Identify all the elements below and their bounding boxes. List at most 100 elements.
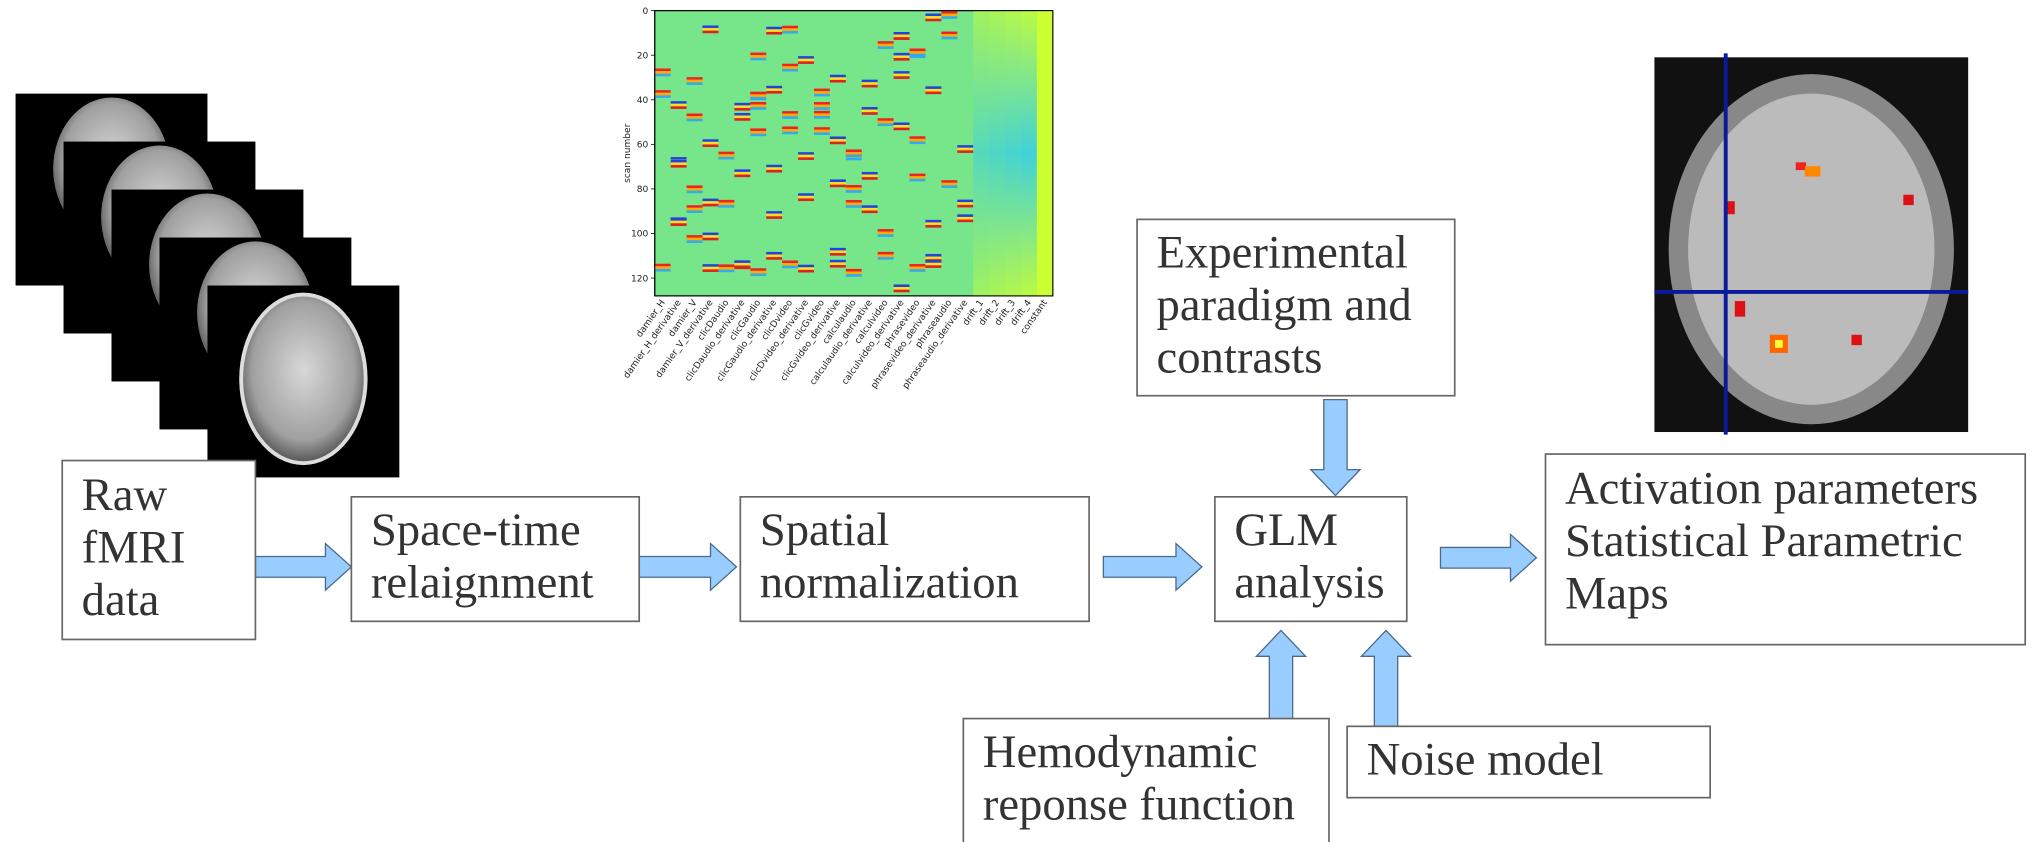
matrix-cell: [957, 220, 973, 223]
matrix-cell: [941, 11, 957, 14]
matrix-cell: [957, 205, 973, 208]
matrix-cell: [830, 142, 846, 145]
matrix-cell: [703, 267, 719, 270]
matrix-cell: [957, 214, 973, 217]
y-tick-label: 0: [642, 7, 648, 17]
matrix-cell: [734, 260, 750, 263]
matrix-cell: [814, 130, 830, 133]
matrix-cell: [957, 148, 973, 151]
matrix-cell: [878, 118, 894, 121]
matrix-cell: [941, 185, 957, 188]
node-label: Spatial: [760, 504, 890, 556]
matrix-cell: [910, 269, 926, 272]
matrix-cell: [925, 92, 941, 95]
matrix-cell: [957, 145, 973, 148]
matrix-cell: [925, 86, 941, 89]
y-tick-label: 20: [637, 51, 649, 61]
matrix-cell: [718, 267, 734, 270]
matrix-cell: [782, 260, 798, 263]
diagram: 020406080100120scan numberdamier_Hdamier…: [0, 0, 2033, 842]
node-label: Experimental: [1157, 227, 1408, 279]
matrix-cell: [925, 89, 941, 92]
matrix-cell: [846, 185, 862, 188]
matrix-cell: [925, 260, 941, 263]
activation-map: [1654, 53, 1968, 434]
matrix-cell: [734, 103, 750, 106]
matrix-cell: [687, 77, 703, 80]
matrix-cell: [782, 69, 798, 72]
matrix-cell: [814, 107, 830, 110]
matrix-cell: [878, 257, 894, 260]
matrix-cell: [925, 265, 941, 268]
matrix-cell: [766, 88, 782, 91]
matrix-cell: [814, 111, 830, 114]
matrix-cell: [671, 104, 687, 107]
node: Space-timerelaignment: [351, 497, 639, 621]
matrix-cell: [814, 127, 830, 130]
matrix-cell: [862, 80, 878, 83]
matrix-cell: [830, 248, 846, 251]
node-label: paradigm and: [1157, 279, 1412, 331]
matrix-cell: [655, 90, 671, 93]
matrix-cell: [655, 95, 671, 98]
matrix-cell: [830, 250, 846, 253]
y-tick-label: 60: [637, 141, 649, 151]
matrix-cell: [703, 201, 719, 204]
matrix-cell: [750, 55, 766, 58]
matrix-cell: [798, 59, 814, 62]
node-label: data: [82, 574, 160, 626]
arrow: [639, 544, 736, 591]
matrix-cell: [798, 196, 814, 199]
matrix-cell: [671, 221, 687, 224]
matrix-cell: [655, 69, 671, 72]
matrix-cell: [862, 110, 878, 113]
matrix-cell: [782, 263, 798, 266]
matrix-cell: [782, 31, 798, 34]
matrix-cell: [878, 232, 894, 235]
matrix-cell: [830, 265, 846, 268]
matrix-cell: [798, 270, 814, 273]
matrix-cell: [687, 208, 703, 211]
matrix-cell: [941, 14, 957, 17]
matrix-cell: [846, 188, 862, 191]
matrix-cell: [718, 157, 734, 160]
matrix-cell: [862, 177, 878, 180]
node-label: Hemodynamic: [983, 726, 1258, 778]
matrix-cell: [750, 107, 766, 110]
matrix-cell: [687, 116, 703, 119]
matrix-cell: [750, 131, 766, 134]
matrix-cell: [830, 253, 846, 256]
matrix-cell: [830, 80, 846, 83]
matrix-cell: [894, 128, 910, 131]
matrix-cell: [894, 125, 910, 128]
matrix-cell: [798, 155, 814, 158]
matrix-cell: [941, 16, 957, 19]
y-tick-label: 100: [631, 230, 649, 240]
matrix-cell: [941, 37, 957, 40]
matrix-cell: [910, 267, 926, 270]
matrix-cell: [703, 144, 719, 147]
matrix-cell: [798, 56, 814, 59]
matrix-cell: [703, 142, 719, 145]
matrix-cell: [687, 238, 703, 241]
matrix-cell: [655, 269, 671, 272]
matrix-cell: [687, 114, 703, 117]
matrix-cell: [687, 80, 703, 83]
matrix-cell: [989, 11, 1005, 296]
matrix-cell: [878, 234, 894, 237]
matrix-cell: [703, 269, 719, 272]
matrix-cell: [750, 94, 766, 97]
node-label: Activation parameters: [1565, 463, 1978, 515]
matrix-cell: [814, 89, 830, 92]
matrix-cell: [703, 139, 719, 142]
matrix-cell: [671, 106, 687, 109]
matrix-cell: [718, 154, 734, 157]
matrix-cell: [655, 74, 671, 77]
matrix-cell: [957, 200, 973, 203]
matrix-cell: [957, 217, 973, 220]
matrix-cell: [814, 116, 830, 119]
matrix-cell: [894, 55, 910, 58]
arrow: [1440, 534, 1536, 581]
matrix-cell: [750, 92, 766, 95]
matrix-cell: [846, 205, 862, 208]
